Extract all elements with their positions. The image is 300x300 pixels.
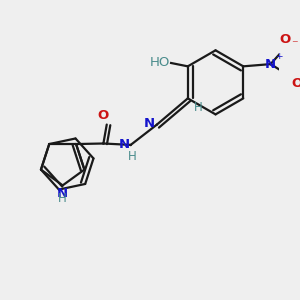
Text: N: N — [265, 58, 276, 70]
Text: N: N — [119, 138, 130, 151]
Text: O: O — [98, 109, 109, 122]
Text: H: H — [194, 100, 203, 114]
Text: N: N — [144, 118, 155, 130]
Text: N: N — [57, 187, 68, 200]
Text: O: O — [292, 77, 300, 90]
Text: O: O — [279, 33, 291, 46]
Text: HO: HO — [149, 56, 170, 69]
Text: ⁻: ⁻ — [291, 38, 298, 51]
Text: H: H — [58, 192, 67, 205]
Text: H: H — [128, 150, 136, 163]
Text: +: + — [275, 52, 282, 61]
